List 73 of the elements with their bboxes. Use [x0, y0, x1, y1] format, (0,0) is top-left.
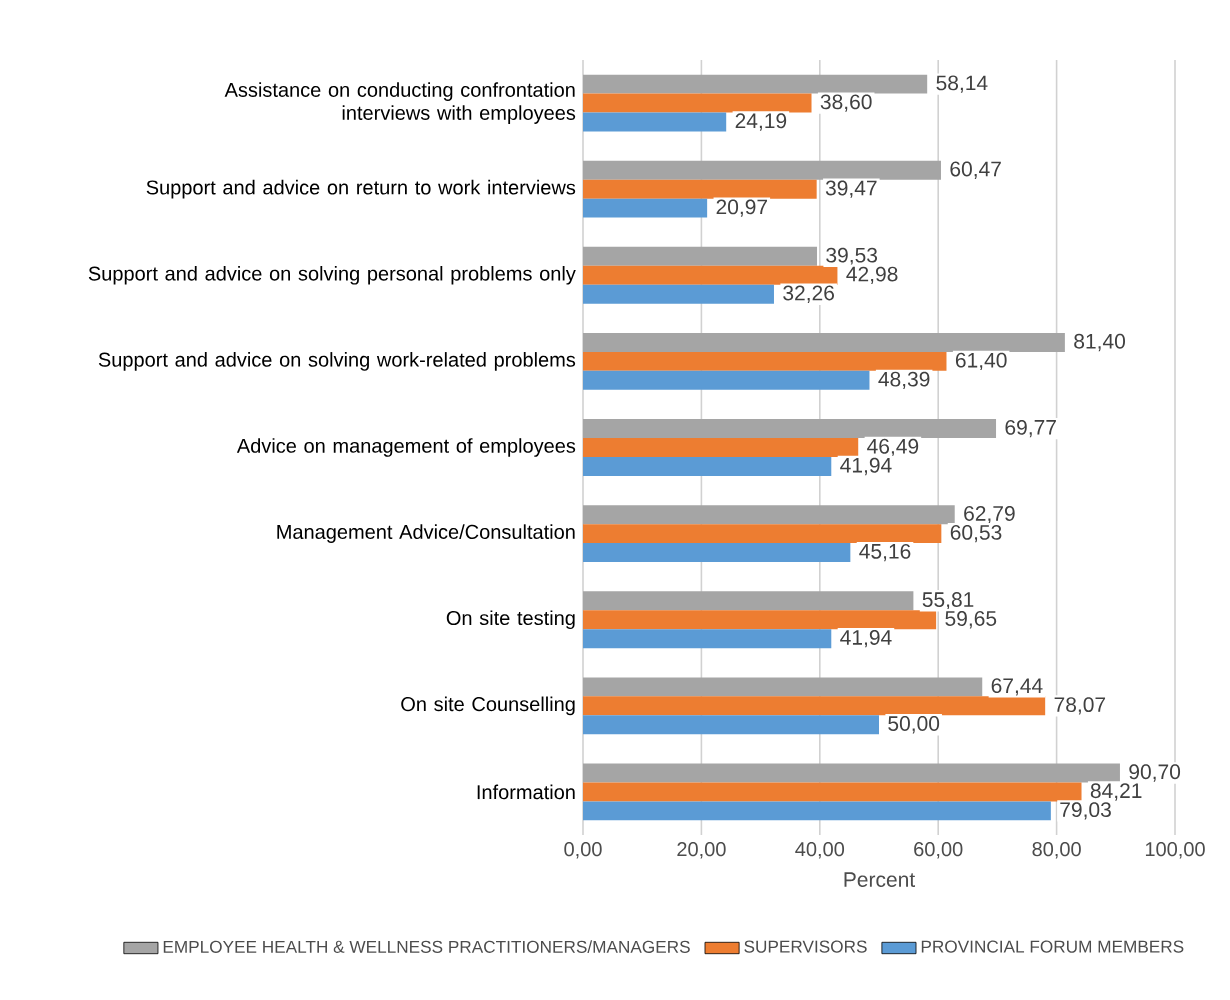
bar	[583, 610, 937, 630]
data-label: 32,26	[783, 285, 835, 303]
y-tick-label: Support and advice on solving personal problems only	[88, 265, 576, 285]
bar	[583, 524, 942, 544]
bar	[583, 543, 851, 563]
y-tick-label: Advice on management of employees	[236, 438, 576, 457]
data-label: 39,47	[825, 180, 877, 198]
data-label: 41,94	[840, 630, 892, 648]
bar	[583, 74, 928, 94]
x-tick-label: 0,00	[564, 842, 602, 859]
data-label: 84,21	[1090, 783, 1142, 801]
bar	[583, 419, 997, 439]
data-label: 42,98	[846, 266, 898, 284]
bar	[583, 677, 983, 697]
data-label: 67,44	[991, 678, 1043, 696]
data-label: 48,39	[878, 371, 930, 390]
data-label: 46,49	[867, 438, 919, 457]
bar	[583, 93, 812, 113]
bar	[583, 629, 832, 649]
y-tick-label: Assistance on conducting confrontation interviews with employees	[224, 82, 576, 124]
data-label: 41,94	[840, 457, 892, 476]
data-label: 24,19	[735, 113, 787, 131]
data-label: 78,07	[1054, 697, 1106, 715]
bar	[583, 179, 817, 199]
bar	[583, 246, 818, 266]
y-tick-label: On site testing	[446, 610, 575, 630]
bar	[583, 591, 914, 611]
x-tick-label: 100,00	[1145, 842, 1205, 859]
data-label: 20,97	[716, 199, 768, 217]
y-tick-label: Support and advice on solving work-related problems	[98, 352, 576, 371]
data-label: 38,60	[820, 94, 872, 112]
data-label: 59,65	[945, 611, 997, 629]
bar	[583, 332, 1065, 352]
bar	[583, 160, 941, 180]
data-label: 60,47	[950, 161, 1001, 179]
data-label: 81,40	[1074, 333, 1126, 352]
bar	[583, 438, 859, 457]
x-tick-label: 80,00	[1032, 842, 1081, 859]
bar	[583, 715, 879, 735]
data-label: 69,77	[1005, 419, 1056, 438]
bar	[583, 198, 708, 218]
x-tick-label: 60,00	[914, 842, 963, 859]
bar	[583, 505, 955, 525]
x-axis-title: Percent	[844, 872, 916, 887]
bar	[583, 370, 870, 390]
bar	[583, 763, 1120, 783]
x-tick-label: 20,00	[677, 842, 726, 859]
data-label: 50,00	[888, 716, 940, 734]
legend-label: EMPLOYEE HEALTH & WELLNESS PRACTITIONERS/MANAGERS	[163, 940, 690, 953]
data-label: 90,70	[1129, 764, 1181, 782]
y-tick-label: Information	[477, 784, 575, 800]
bar	[583, 801, 1051, 821]
legend-label: PROVINCIAL FORUM MEMBERS	[921, 940, 1184, 953]
bar	[583, 456, 832, 476]
data-label: 39,53	[826, 247, 878, 266]
bar	[583, 351, 947, 371]
bar	[583, 284, 774, 304]
data-label: 61,40	[955, 352, 1007, 371]
bar	[583, 696, 1046, 716]
bar	[583, 112, 727, 132]
x-tick-label: 40,00	[795, 842, 845, 859]
y-tick-label: On site Counselling	[401, 696, 575, 716]
bar	[583, 782, 1082, 802]
y-tick-label: Management Advice/Consultation	[277, 524, 575, 543]
data-label: 55,81	[922, 592, 974, 610]
y-tick-label: Support and advice on return to work interviews	[146, 179, 576, 199]
data-label: 58,14	[936, 75, 988, 93]
data-label: 62,79	[964, 506, 1015, 524]
data-label: 79,03	[1060, 802, 1111, 820]
legend-label: SUPERVISORS	[744, 940, 867, 953]
data-label: 60,53	[950, 524, 1002, 543]
data-label: 45,16	[859, 543, 911, 562]
bar	[583, 265, 838, 285]
